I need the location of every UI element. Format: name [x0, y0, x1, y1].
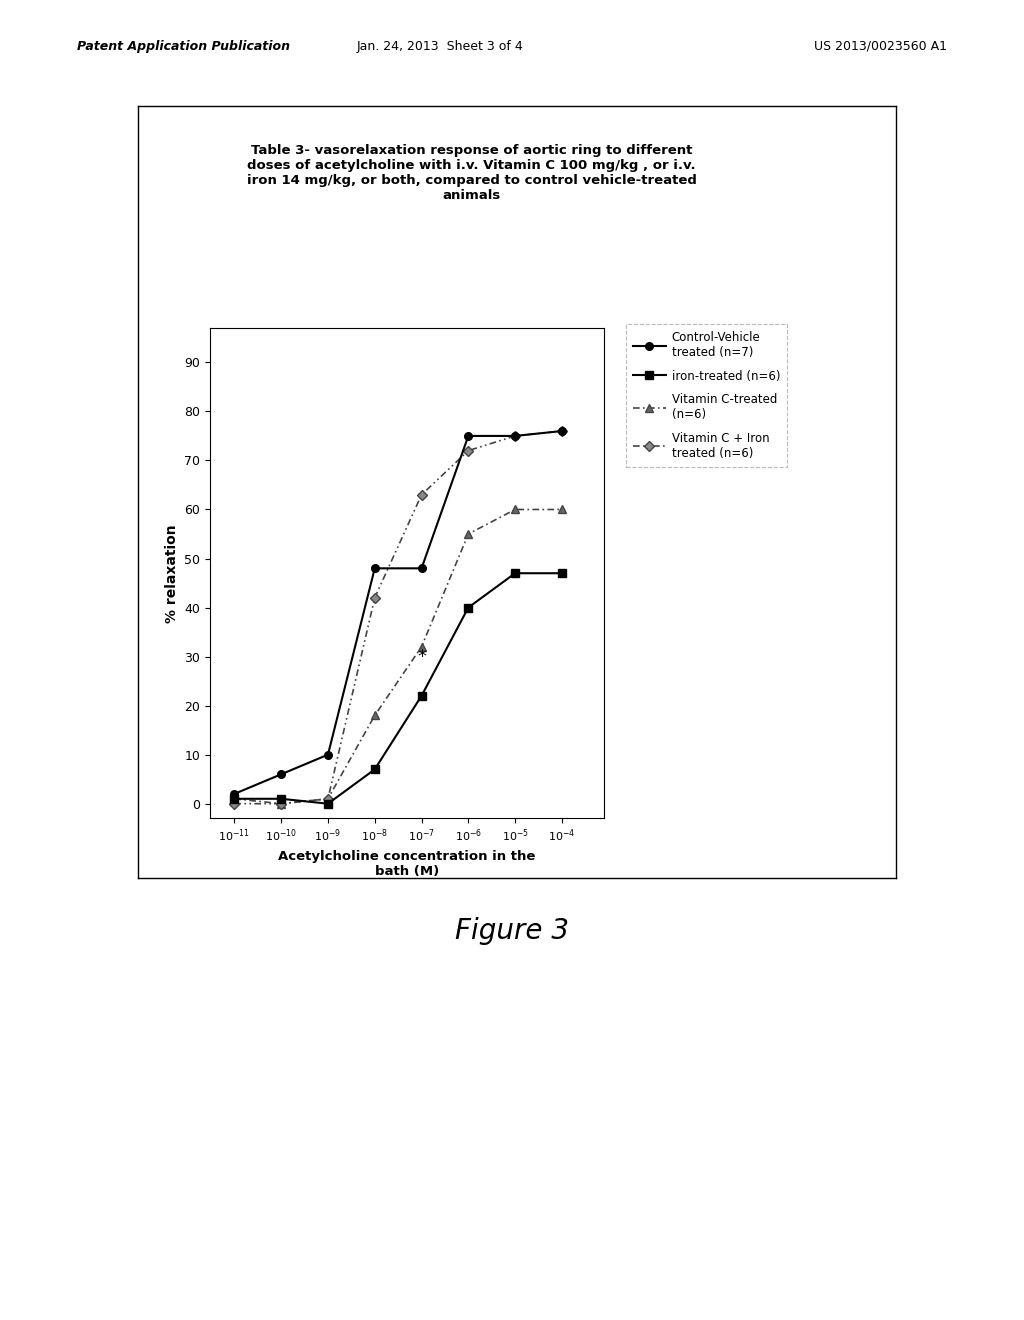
- X-axis label: Acetylcholine concentration in the
bath (M): Acetylcholine concentration in the bath …: [279, 850, 536, 878]
- Legend: Control-Vehicle
treated (n=7), iron-treated (n=6), Vitamin C-treated
(n=6), Vita: Control-Vehicle treated (n=7), iron-trea…: [626, 325, 787, 467]
- Text: Figure 3: Figure 3: [455, 917, 569, 945]
- Text: Table 3- vasorelaxation response of aortic ring to different
doses of acetylchol: Table 3- vasorelaxation response of aort…: [247, 144, 696, 202]
- Text: Jan. 24, 2013  Sheet 3 of 4: Jan. 24, 2013 Sheet 3 of 4: [357, 40, 523, 53]
- Text: *: *: [417, 648, 426, 665]
- Text: Patent Application Publication: Patent Application Publication: [77, 40, 290, 53]
- Y-axis label: % relaxation: % relaxation: [165, 524, 178, 623]
- Text: US 2013/0023560 A1: US 2013/0023560 A1: [814, 40, 947, 53]
